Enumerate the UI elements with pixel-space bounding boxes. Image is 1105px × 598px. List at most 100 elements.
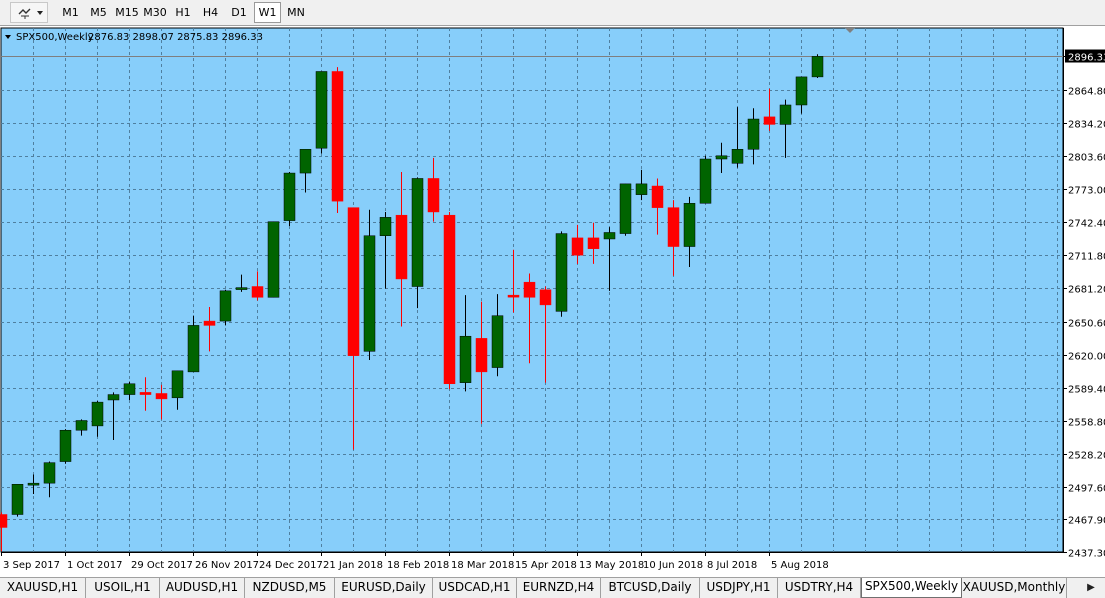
candle-body (475, 338, 488, 373)
candle-body (459, 335, 472, 383)
candle-body (251, 286, 264, 298)
candle-bear (539, 286, 552, 383)
y-axis-background (1064, 26, 1105, 577)
candle-bull (43, 461, 56, 498)
candle-bear (427, 157, 440, 222)
chart-tab-eurnzd-h4[interactable]: EURNZD,H4 (517, 578, 601, 598)
candle-bear (251, 271, 264, 301)
candle-bull (555, 231, 568, 317)
timeframe-button-m5[interactable]: M5 (90, 6, 107, 19)
chart-tab-usdcad-h1[interactable]: USDCAD,H1 (433, 578, 517, 598)
candle-bull (11, 484, 24, 517)
candle-body (731, 149, 744, 164)
chart-tab-nzdusd-m5[interactable]: NZDUSD,M5 (245, 578, 335, 598)
timeframe-button-h1[interactable]: H1 (175, 6, 191, 19)
candle-body (443, 214, 456, 385)
x-tick-label: 21 Jan 2018 (323, 560, 383, 571)
candle-body (155, 393, 168, 400)
candle-body (715, 155, 728, 160)
chart-window[interactable]: SPX500,Weekly 2876.83 2898.07 2875.83 289… (0, 26, 1105, 577)
chart-tab-audusd-h1[interactable]: AUDUSD,H1 (160, 578, 245, 598)
candle-bull (91, 401, 104, 437)
candle-body (107, 394, 120, 401)
timeframe-button-w1[interactable]: W1 (254, 2, 281, 23)
timeframe-button-m30[interactable]: M30 (143, 6, 167, 19)
chart-tab-usdtry-h4[interactable]: USDTRY,H4 (778, 578, 861, 598)
current-price-label: 2896.33 (1068, 53, 1105, 64)
x-tick-label: 1 Oct 2017 (67, 560, 122, 571)
chart-ohlc-label: 2876.83 2898.07 2875.83 2896.33 (88, 32, 263, 43)
x-tick-label: 18 Feb 2018 (387, 560, 449, 571)
candle-bear (587, 222, 600, 264)
candle-body (667, 207, 680, 247)
candle-body (171, 370, 184, 399)
candle-body (427, 178, 440, 213)
candle-body (379, 217, 392, 236)
candle-bull (603, 227, 616, 291)
chart-tab-eurusd-daily[interactable]: EURUSD,Daily (335, 578, 433, 598)
candle-body (267, 221, 280, 298)
candle-bull (619, 183, 632, 236)
chart-tab-usoil-h1[interactable]: USOIL,H1 (86, 578, 160, 598)
timeframe-button-m1[interactable]: M1 (62, 6, 79, 19)
candle-bear (347, 207, 360, 450)
chart-symbol-label: SPX500,Weekly (16, 32, 94, 43)
x-tick-label: 13 May 2018 (579, 560, 644, 571)
candle-body (203, 320, 216, 326)
candle-bull (491, 294, 504, 377)
tab-scroll-right-icon[interactable]: ▶ (1077, 578, 1105, 598)
dropdown-arrow-icon (37, 11, 43, 15)
timeframe-button-d1[interactable]: D1 (231, 6, 247, 19)
candle-bull (283, 171, 296, 227)
candle-bull (267, 221, 280, 298)
chart-tools-icon (18, 8, 43, 19)
candle-body (395, 214, 408, 280)
candle-bull (123, 381, 136, 400)
candle-bear (443, 211, 456, 390)
candle-bear (651, 178, 664, 235)
candle-body (283, 172, 296, 221)
candle-body (587, 237, 600, 249)
chart-tab-usdjpy-h1[interactable]: USDJPY,H1 (700, 578, 778, 598)
x-tick-label: 15 Apr 2018 (515, 560, 577, 571)
timeframe-button-m15[interactable]: M15 (115, 6, 139, 19)
candle-bull (219, 289, 232, 326)
y-tick-label: 2558.80 (1068, 418, 1105, 429)
chart-tab-xauusd-monthly[interactable]: XAUUSD,Monthly (962, 578, 1067, 598)
timeframe-button-mn[interactable]: MN (287, 6, 305, 19)
candle-body (219, 290, 232, 322)
candle-bear (331, 67, 344, 214)
y-tick-label: 2834.20 (1068, 120, 1105, 131)
x-tick-label: 3 Sep 2017 (3, 560, 60, 571)
y-tick-label: 2681.20 (1068, 285, 1105, 296)
candle-bull (171, 370, 184, 410)
candle-bear (667, 200, 680, 276)
chart-shift-marker-icon[interactable] (845, 28, 855, 33)
chart-tab-xauusd-h1[interactable]: XAUUSD,H1 (0, 578, 86, 598)
candle-body (539, 289, 552, 306)
candle-bear (203, 307, 216, 352)
candle-body (699, 158, 712, 204)
candle-body (11, 484, 24, 515)
chart-tools-button[interactable] (10, 2, 48, 23)
candle-body (555, 233, 568, 312)
candle-body (235, 287, 248, 290)
candle-body (683, 203, 696, 247)
timeframe-toolbar: M1 M5 M15 M30 H1 H4 D1 W1 MN (0, 0, 1105, 26)
y-tick-label: 2589.40 (1068, 385, 1105, 396)
chart-tab-btcusd-daily[interactable]: BTCUSD,Daily (601, 578, 700, 598)
candle-bull (27, 474, 40, 494)
candle-body (795, 76, 808, 106)
x-tick-label: 8 Jul 2018 (707, 560, 757, 571)
candle-body (523, 281, 536, 298)
candle-body (491, 315, 504, 368)
candle-body (507, 294, 520, 298)
chart-tab-spx500-weekly[interactable]: SPX500,Weekly (861, 578, 962, 598)
candle-bull (107, 392, 120, 440)
candle-body (363, 235, 376, 352)
symbol-collapse-icon[interactable] (5, 35, 11, 39)
timeframe-button-h4[interactable]: H4 (202, 6, 219, 19)
candle-bull (459, 295, 472, 392)
candle-bear (507, 249, 520, 313)
